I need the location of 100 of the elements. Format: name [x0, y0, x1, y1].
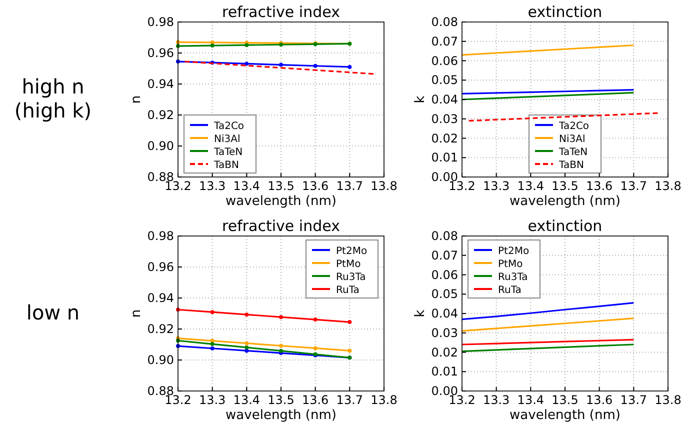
point: [313, 318, 318, 322]
x-tick-label: 13.6: [586, 393, 613, 407]
point: [244, 348, 249, 353]
x-axis-title: wavelength (nm): [510, 194, 620, 209]
text: low n: [26, 300, 80, 324]
chart-title: extinction: [528, 217, 602, 235]
y-tick-label: 0.90: [147, 353, 174, 367]
legend-label: RuTa: [498, 285, 522, 296]
x-axis-title: wavelength (nm): [226, 194, 336, 209]
y-tick-label: 0.07: [431, 34, 458, 48]
x-tick-label: 13.4: [233, 179, 260, 193]
legend-label: Ru3Ta: [498, 272, 528, 283]
legend-label: TaTeN: [558, 147, 588, 158]
x-tick-label: 13.7: [336, 393, 364, 407]
y-tick-label: 0.05: [431, 287, 458, 302]
line-series: [461, 344, 634, 352]
y-axis-title: n: [129, 95, 144, 104]
point: [244, 341, 249, 346]
text: (high k): [14, 98, 92, 122]
point: [244, 43, 249, 48]
y-tick-label: 0.06: [431, 268, 458, 282]
y-tick-label: 0.03: [431, 326, 458, 340]
point: [313, 64, 318, 68]
y-tick-label: 0.01: [431, 364, 458, 379]
chart-title: refractive index: [222, 217, 340, 235]
point: [244, 62, 249, 66]
point: [348, 320, 352, 324]
legend-label: Pt2Mo: [498, 246, 530, 257]
legend-label: Ta2Co: [558, 121, 590, 132]
line-series: [461, 44, 634, 56]
y-tick-label: 0.03: [431, 112, 458, 126]
point: [210, 310, 214, 314]
x-tick-label: 13.3: [198, 179, 226, 193]
x-tick-label: 13.5: [268, 179, 294, 193]
y-tick-label: 0.02: [431, 345, 458, 360]
point: [210, 44, 214, 48]
x-tick-label: 13.6: [586, 179, 613, 193]
y-tick-label: 0.04: [431, 92, 458, 106]
legend-label: PtMo: [336, 259, 361, 270]
y-tick-label: 0.06: [431, 54, 458, 68]
y-tick-label: 0.07: [431, 248, 458, 262]
line-series: [468, 112, 658, 122]
x-tick-label: 13.7: [620, 393, 648, 407]
x-tick-label: 13.8: [370, 393, 398, 407]
legend-label: Ni3Al: [214, 134, 240, 145]
line-series: [184, 60, 374, 75]
y-tick-label: 0.01: [431, 150, 458, 165]
x-tick-label: 13.3: [482, 179, 510, 193]
y-tick-label: 0.94: [147, 291, 174, 305]
x-tick-label: 13.5: [268, 393, 294, 407]
point: [348, 64, 352, 69]
point: [244, 345, 249, 350]
y-tick-label: 0.94: [147, 77, 174, 91]
line-series: [461, 302, 634, 320]
x-tick-label: 13.3: [198, 393, 226, 407]
x-tick-label: 13.8: [370, 179, 398, 193]
x-tick-label: 13.8: [654, 393, 682, 407]
legend-label: PtMo: [498, 259, 523, 270]
chart-title: extinction: [528, 3, 602, 21]
legend-label: Ru3Ta: [336, 272, 366, 283]
line-series: [461, 318, 634, 332]
x-tick-label: 13.5: [552, 393, 578, 407]
point: [279, 344, 283, 348]
x-tick-label: 13.4: [517, 393, 544, 407]
y-tick-label: 0.08: [431, 229, 458, 243]
point: [210, 342, 214, 346]
point: [348, 348, 352, 353]
y-tick-label: 0.90: [147, 139, 174, 153]
legend-label: TaBN: [558, 160, 584, 171]
y-tick-label: 0.92: [147, 322, 174, 336]
y-tick-label: 0.92: [147, 108, 174, 122]
x-tick-label: 13.6: [302, 393, 329, 407]
point: [313, 346, 318, 350]
point: [210, 338, 214, 343]
x-axis-title: wavelength (nm): [510, 408, 620, 423]
x-tick-label: 13.4: [233, 393, 260, 407]
point: [279, 62, 283, 67]
y-tick-label: 0.96: [147, 46, 174, 60]
chart-title: refractive index: [222, 3, 340, 21]
y-tick-label: 0.98: [147, 15, 174, 29]
y-tick-label: 0.02: [431, 131, 458, 146]
y-axis-title: k: [413, 309, 428, 318]
legend-label: TaBN: [213, 160, 239, 171]
y-axis-title: n: [129, 309, 144, 318]
x-tick-label: 13.7: [336, 179, 364, 193]
point: [279, 315, 283, 320]
point: [244, 312, 249, 317]
x-tick-label: 13.7: [620, 179, 648, 193]
legend-label: Ni3Al: [559, 134, 586, 145]
y-tick-label: 0.05: [431, 73, 458, 88]
x-tick-label: 13.5: [552, 179, 578, 193]
legend-label: TaTeN: [213, 147, 243, 158]
point: [210, 346, 214, 350]
legend-label: RuTa: [336, 285, 360, 296]
x-tick-label: 13.6: [302, 179, 329, 193]
line-series: [461, 92, 634, 100]
legend-label: Ta2Co: [213, 121, 244, 132]
y-axis-title: k: [413, 95, 428, 104]
x-axis-title: wavelength (nm): [226, 408, 336, 423]
x-tick-label: 13.3: [482, 393, 510, 407]
